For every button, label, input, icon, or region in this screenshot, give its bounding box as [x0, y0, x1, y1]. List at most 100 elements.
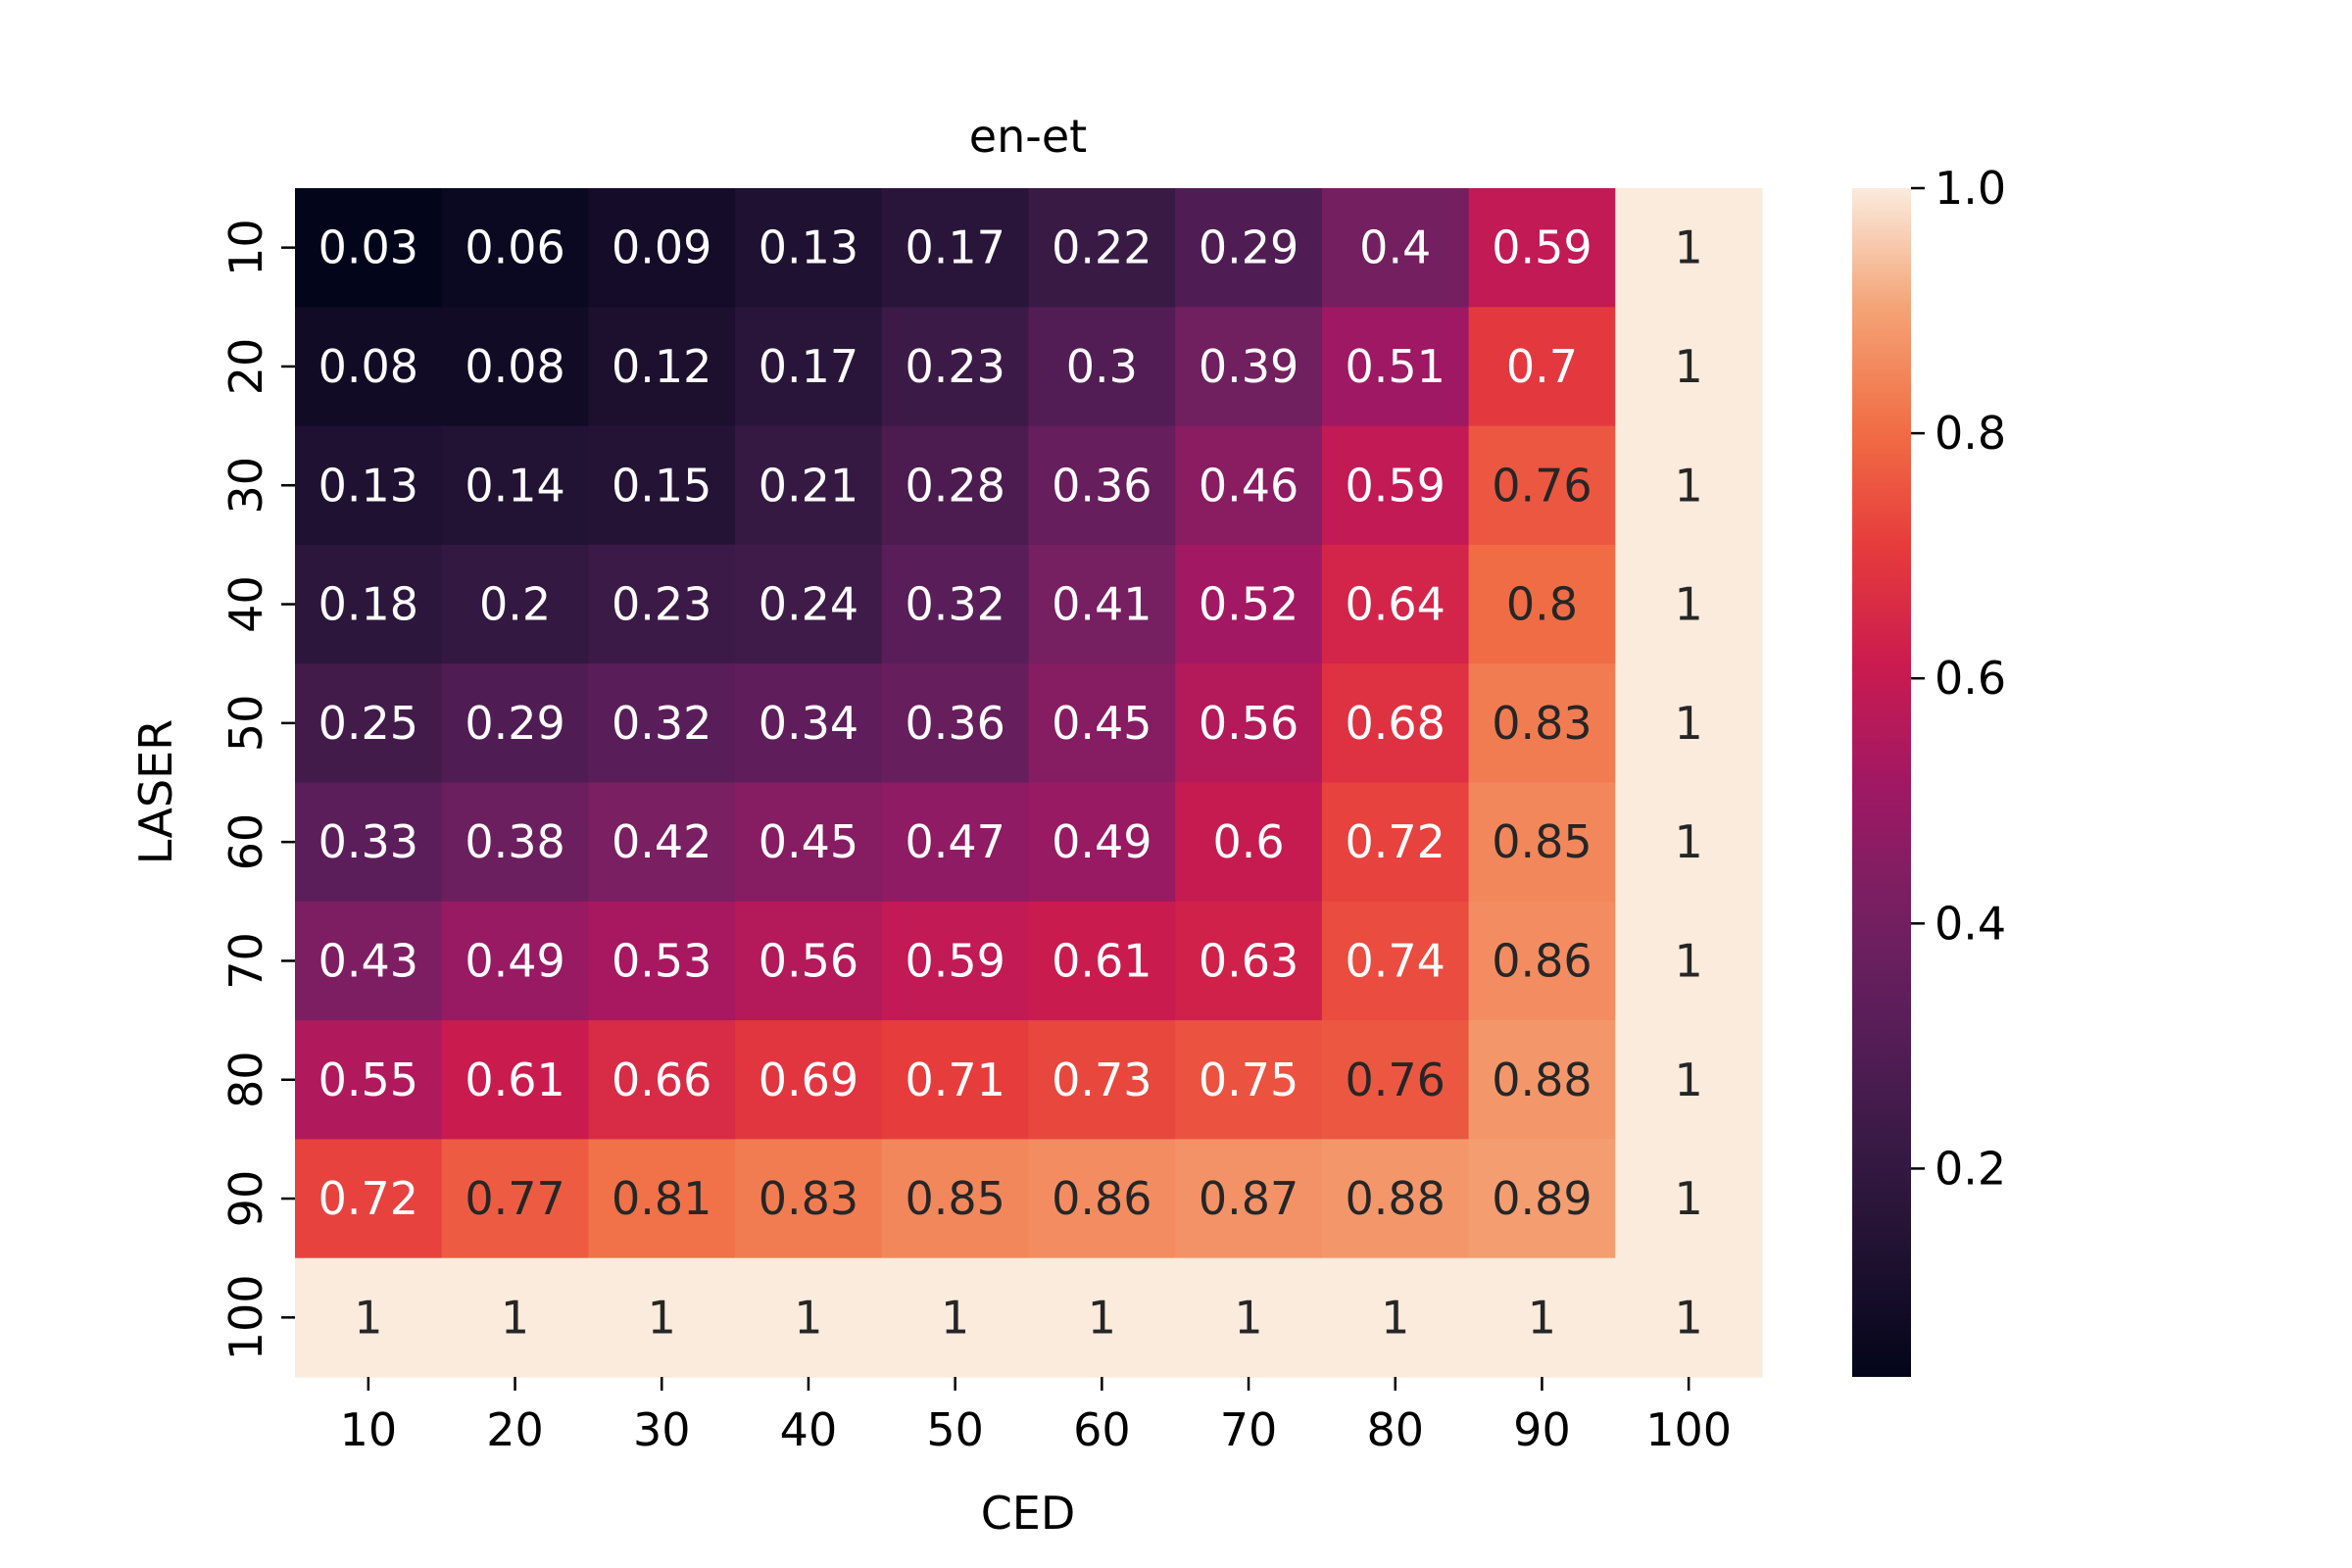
colorbar-tick-label: 0.6: [1935, 652, 2006, 705]
cell-value-label: 0.59: [1346, 459, 1446, 512]
cell-value-label: 1: [501, 1291, 529, 1344]
cell-value-label: 0.36: [1052, 459, 1152, 512]
colorbar-tick-label: 0.2: [1935, 1142, 2006, 1195]
cell-value-label: 0.69: [759, 1054, 858, 1106]
cell-value-label: 0.77: [465, 1172, 564, 1225]
cell-value-label: 0.56: [1199, 697, 1298, 750]
cell-value-label: 0.75: [1199, 1054, 1298, 1106]
cell-value-label: 0.32: [905, 578, 1004, 631]
cell-value-label: 0.06: [465, 221, 564, 274]
cell-value-label: 1: [1234, 1291, 1262, 1344]
cell-value-label: 0.56: [759, 934, 858, 987]
cell-value-label: 0.55: [318, 1054, 418, 1106]
cell-value-label: 0.51: [1346, 340, 1446, 393]
cell-value-label: 0.88: [1492, 1054, 1592, 1106]
cell-value-label: 1: [1528, 1291, 1556, 1344]
cell-value-label: 0.25: [318, 697, 418, 750]
cell-value-label: 0.14: [465, 459, 564, 512]
y-tick-label: 30: [220, 457, 272, 514]
x-tick-label: 70: [1220, 1403, 1278, 1456]
x-tick-label: 10: [340, 1403, 398, 1456]
colorbar-tick-label: 0.8: [1935, 407, 2006, 460]
cell-value-label: 0.23: [612, 578, 711, 631]
cell-value-label: 0.2: [479, 578, 551, 631]
cell-value-label: 0.24: [759, 578, 858, 631]
cell-value-label: 1: [1675, 934, 1703, 987]
cell-value-label: 1: [354, 1291, 382, 1344]
cell-value-label: 0.71: [905, 1054, 1004, 1106]
x-tick-label: 60: [1073, 1403, 1131, 1456]
cell-value-label: 1: [1088, 1291, 1116, 1344]
cell-value-label: 0.03: [318, 221, 418, 274]
cell-value-label: 0.41: [1052, 578, 1152, 631]
cell-value-label: 0.66: [612, 1054, 711, 1106]
cell-value-label: 0.13: [759, 221, 858, 274]
cell-value-label: 1: [1675, 459, 1703, 512]
cell-value-label: 0.3: [1066, 340, 1138, 393]
cell-value-label: 0.09: [612, 221, 711, 274]
x-tick-label: 20: [486, 1403, 544, 1456]
cell-value-label: 0.45: [1052, 697, 1152, 750]
y-tick-label: 60: [220, 813, 272, 871]
cell-value-label: 0.28: [905, 459, 1004, 512]
cell-value-label: 0.15: [612, 459, 711, 512]
cell-value-label: 0.33: [318, 815, 418, 868]
y-tick-label: 50: [220, 695, 272, 753]
cell-value-label: 0.86: [1492, 934, 1592, 987]
cell-value-label: 0.88: [1346, 1172, 1446, 1225]
cell-value-label: 1: [794, 1291, 822, 1344]
cell-value-label: 0.29: [1199, 221, 1298, 274]
cell-value-label: 1: [1381, 1291, 1409, 1344]
y-tick-label: 70: [220, 932, 272, 990]
cell-value-label: 0.61: [1052, 934, 1152, 987]
cell-value-label: 0.18: [318, 578, 418, 631]
cell-value-label: 0.76: [1346, 1054, 1446, 1106]
cell-value-label: 0.45: [759, 815, 858, 868]
cell-value-label: 0.49: [1052, 815, 1152, 868]
cell-value-label: 0.72: [318, 1172, 418, 1225]
cell-value-label: 0.38: [465, 815, 564, 868]
colorbar-tick-label: 1.0: [1935, 162, 2006, 215]
x-tick-label: 90: [1513, 1403, 1571, 1456]
cell-value-label: 0.49: [465, 934, 564, 987]
cell-value-label: 0.68: [1346, 697, 1446, 750]
y-axis: 10 20 30 40 50 60 70 80 90 100: [220, 219, 295, 1360]
cell-value-label: 0.85: [1492, 815, 1592, 868]
cell-value-label: 0.21: [759, 459, 858, 512]
cell-value-label: 0.8: [1506, 578, 1578, 631]
cell-value-label: 1: [648, 1291, 676, 1344]
colorbar-tick-label: 0.4: [1935, 897, 2006, 950]
cell-value-label: 0.17: [905, 221, 1004, 274]
cell-value-label: 1: [1675, 1172, 1703, 1225]
cell-value-label: 0.86: [1052, 1172, 1152, 1225]
cell-value-label: 0.74: [1346, 934, 1446, 987]
cell-value-label: 1: [1675, 697, 1703, 750]
cell-value-label: 0.61: [465, 1054, 564, 1106]
y-axis-label: LASER: [129, 719, 182, 864]
cell-value-label: 1: [1675, 1054, 1703, 1106]
x-tick-label: 50: [926, 1403, 984, 1456]
cell-value-label: 0.36: [905, 697, 1004, 750]
cell-value-label: 1: [1675, 815, 1703, 868]
cell-value-label: 0.29: [465, 697, 564, 750]
colorbar: 0.2 0.4 0.6 0.8 1.0: [1852, 162, 2006, 1377]
colorbar-gradient: [1852, 188, 1911, 1377]
x-axis-label: CED: [981, 1487, 1076, 1540]
cell-value-label: 0.13: [318, 459, 418, 512]
cell-value-label: 0.32: [612, 697, 711, 750]
cell-value-label: 1: [941, 1291, 969, 1344]
cell-value-label: 0.17: [759, 340, 858, 393]
cell-value-label: 1: [1675, 1291, 1703, 1344]
cell-value-label: 0.81: [612, 1172, 711, 1225]
cell-value-label: 0.73: [1052, 1054, 1152, 1106]
x-axis: 10 20 30 40 50 60 70 80 90 100: [340, 1377, 1732, 1456]
y-tick-label: 90: [220, 1170, 272, 1228]
cell-value-label: 0.59: [1492, 221, 1592, 274]
cell-value-label: 0.4: [1359, 221, 1431, 274]
chart-title: en-et: [969, 110, 1087, 163]
cell-value-label: 1: [1675, 578, 1703, 631]
cell-value-label: 0.89: [1492, 1172, 1592, 1225]
cell-value-label: 0.39: [1199, 340, 1298, 393]
cell-value-label: 0.63: [1199, 934, 1298, 987]
